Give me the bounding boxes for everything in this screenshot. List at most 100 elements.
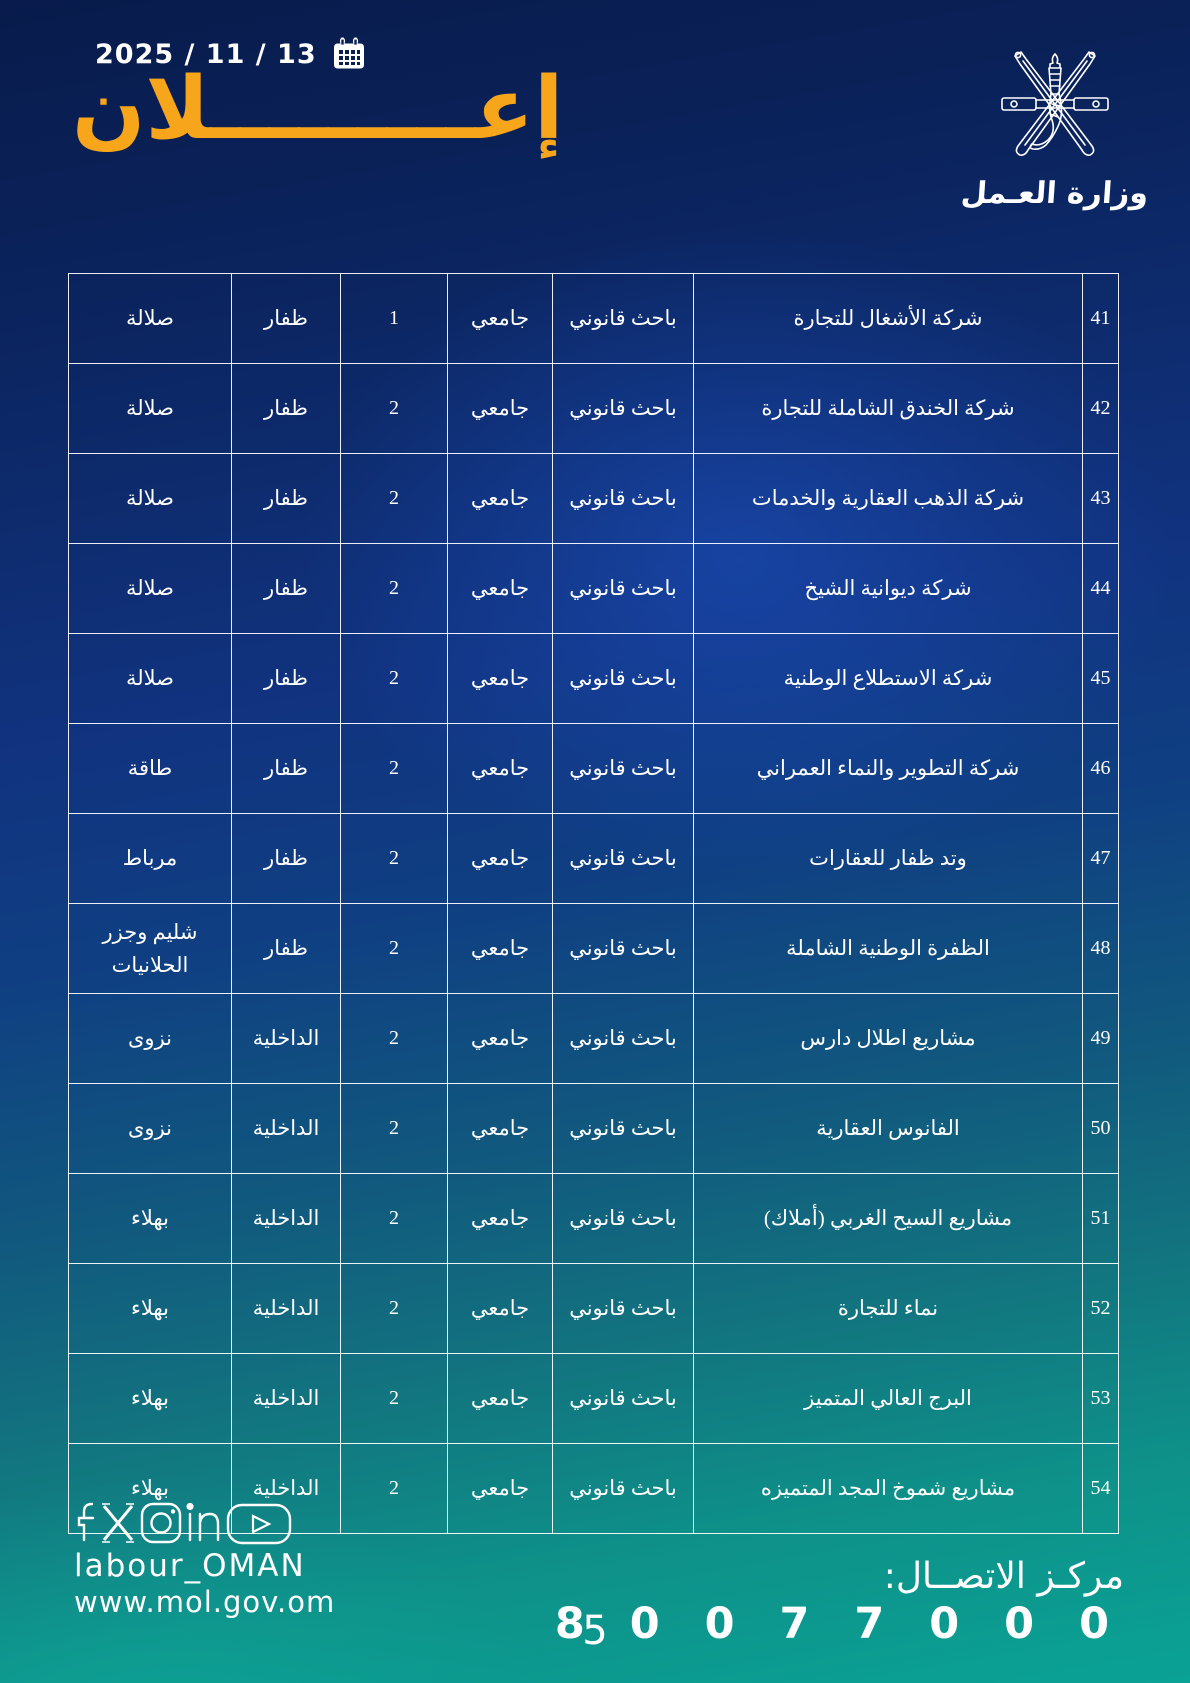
city-cell: صلالة (68, 633, 232, 724)
row-number-cell: 46 (1082, 723, 1119, 814)
city-cell: طاقة (68, 723, 232, 814)
x-icon (102, 1503, 134, 1543)
count-cell: 2 (340, 1173, 448, 1264)
row-number-cell: 52 (1082, 1263, 1119, 1354)
jobs-table: 41 شركة الأشغال للتجارة باحث قانوني جامع… (68, 273, 1119, 1534)
governorate-cell: الداخلية (231, 1353, 341, 1444)
table-row: 54 مشاريع شموخ المجد المتميزه باحث قانون… (68, 1443, 1119, 1534)
company-cell: البرج العالي المتميز (693, 1353, 1083, 1444)
governorate-cell: الداخلية (231, 1263, 341, 1354)
count-cell: 1 (340, 273, 448, 364)
table-row: 49 مشاريع اطلال دارس باحث قانوني جامعي 2… (68, 993, 1119, 1084)
count-cell: 2 (340, 363, 448, 454)
count-cell: 2 (340, 1263, 448, 1354)
city-cell: بهلاء (68, 1173, 232, 1264)
company-cell: شركة ديوانية الشيخ (693, 543, 1083, 634)
qualification-cell: جامعي (447, 273, 553, 364)
qualification-cell: جامعي (447, 543, 553, 634)
count-cell: 2 (340, 633, 448, 724)
table-row: 43 شركة الذهب العقارية والخدمات باحث قان… (68, 453, 1119, 544)
qualification-cell: جامعي (447, 813, 553, 904)
governorate-cell: ظفار (231, 273, 341, 364)
table-row: 42 شركة الخندق الشاملة للتجارة باحث قانو… (68, 363, 1119, 454)
city-cell: بهلاء (68, 1443, 232, 1534)
company-cell: الظفرة الوطنية الشاملة (693, 903, 1083, 994)
company-cell: الفانوس العقارية (693, 1083, 1083, 1174)
contact-center-label: مركـز الاتصــال: (883, 1556, 1124, 1597)
governorate-cell: ظفار (231, 453, 341, 544)
city-cell: نزوى (68, 993, 232, 1084)
calendar-icon (333, 37, 364, 69)
job-title-cell: باحث قانوني (552, 633, 694, 724)
qualification-cell: جامعي (447, 1353, 553, 1444)
governorate-cell: الداخلية (231, 993, 341, 1084)
contact-block: مركـز الاتصــال: 8 0 0 7 7 0 0 0 (555, 1556, 1124, 1649)
row-number-cell: 48 (1082, 903, 1119, 994)
company-cell: شركة الاستطلاع الوطنية (693, 633, 1083, 724)
jobs-table-body: 41 شركة الأشغال للتجارة باحث قانوني جامع… (68, 273, 1119, 1534)
job-title-cell: باحث قانوني (552, 543, 694, 634)
contact-center-number: 8 0 0 7 7 0 0 0 (554, 1599, 1124, 1649)
facebook-icon (77, 1502, 95, 1542)
governorate-cell: ظفار (231, 363, 341, 454)
city-cell: صلالة (68, 273, 232, 364)
row-number-cell: 47 (1082, 813, 1119, 904)
table-row: 52 نماء للتجارة باحث قانوني جامعي 2 الدا… (68, 1263, 1119, 1354)
governorate-cell: الداخلية (231, 1173, 341, 1264)
qualification-cell: جامعي (447, 723, 553, 814)
count-cell: 2 (340, 813, 448, 904)
row-number-cell: 49 (1082, 993, 1119, 1084)
row-number-cell: 50 (1082, 1083, 1119, 1174)
row-number-cell: 41 (1082, 273, 1119, 364)
job-title-cell: باحث قانوني (552, 1263, 694, 1354)
job-title-cell: باحث قانوني (552, 1173, 694, 1264)
table-row: 46 شركة التطوير والنماء العمراني باحث قا… (68, 723, 1119, 814)
governorate-cell: ظفار (231, 633, 341, 724)
table-row: 51 مشاريع السيح الغربي (أملاك) باحث قانو… (68, 1173, 1119, 1264)
table-row: 47 وتد ظفار للعقارات باحث قانوني جامعي 2… (68, 813, 1119, 904)
job-title-cell: باحث قانوني (552, 1443, 694, 1534)
job-title-cell: باحث قانوني (552, 993, 694, 1084)
job-title-cell: باحث قانوني (552, 273, 694, 364)
count-cell: 2 (340, 1443, 448, 1534)
governorate-cell: ظفار (231, 903, 341, 994)
qualification-cell: جامعي (447, 993, 553, 1084)
table-row: 41 شركة الأشغال للتجارة باحث قانوني جامع… (68, 273, 1119, 364)
row-number-cell: 54 (1082, 1443, 1119, 1534)
ministry-logo-block: وزارة العـمل (960, 48, 1150, 211)
count-cell: 2 (340, 1083, 448, 1174)
date-row: 2025 / 11 / 13 (95, 36, 367, 72)
count-cell: 2 (340, 723, 448, 814)
ministry-name: وزارة العـمل (960, 176, 1150, 211)
row-number-cell: 43 (1082, 453, 1119, 544)
website-url: www.mol.gov.om (74, 1585, 336, 1619)
city-cell: صلالة (68, 363, 232, 454)
qualification-cell: جامعي (447, 903, 553, 994)
governorate-cell: ظفار (231, 723, 341, 814)
count-cell: 2 (340, 543, 448, 634)
row-number-cell: 53 (1082, 1353, 1119, 1444)
social-icons-row (77, 1502, 292, 1545)
date-text: 2025 / 11 / 13 (95, 38, 317, 70)
youtube-icon (226, 1503, 292, 1545)
company-cell: شركة الأشغال للتجارة (693, 273, 1083, 364)
company-cell: شركة الخندق الشاملة للتجارة (693, 363, 1083, 454)
company-cell: وتد ظفار للعقارات (693, 813, 1083, 904)
linkedin-icon (186, 1502, 220, 1542)
qualification-cell: جامعي (447, 1443, 553, 1534)
table-row: 44 شركة ديوانية الشيخ باحث قانوني جامعي … (68, 543, 1119, 634)
table-row: 45 شركة الاستطلاع الوطنية باحث قانوني جا… (68, 633, 1119, 724)
table-row: 53 البرج العالي المتميز باحث قانوني جامع… (68, 1353, 1119, 1444)
governorate-cell: الداخلية (231, 1443, 341, 1534)
company-cell: شركة التطوير والنماء العمراني (693, 723, 1083, 814)
job-title-cell: باحث قانوني (552, 363, 694, 454)
qualification-cell: جامعي (447, 453, 553, 544)
job-title-cell: باحث قانوني (552, 813, 694, 904)
job-title-cell: باحث قانوني (552, 453, 694, 544)
count-cell: 2 (340, 993, 448, 1084)
qualification-cell: جامعي (447, 1083, 553, 1174)
qualification-cell: جامعي (447, 1263, 553, 1354)
city-cell: نزوى (68, 1083, 232, 1174)
job-title-cell: باحث قانوني (552, 1353, 694, 1444)
